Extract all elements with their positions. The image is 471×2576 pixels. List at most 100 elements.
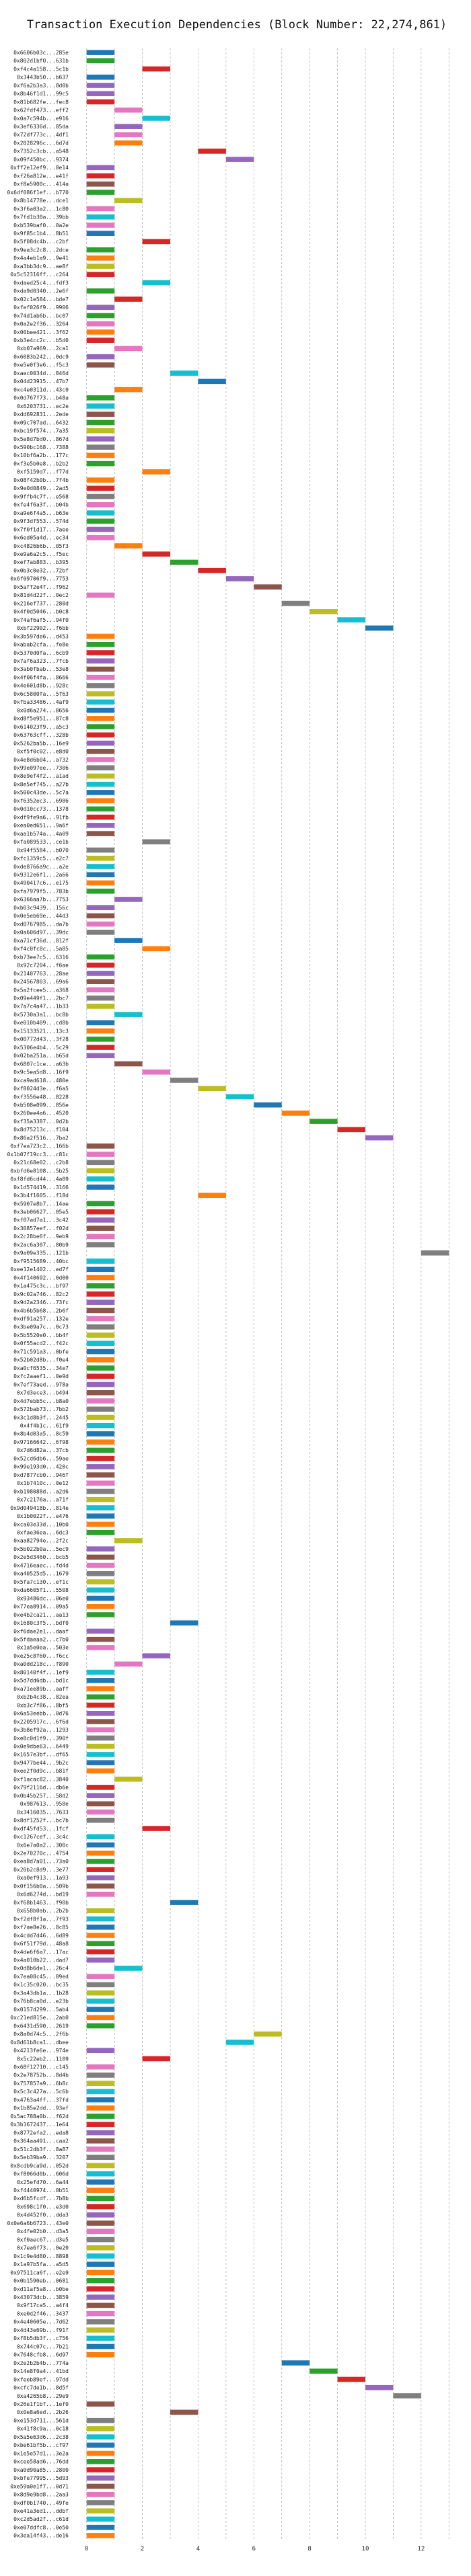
tx-hash-label: 0x3443b50...b637: [17, 75, 69, 81]
tx-hash-label: 0x00772d43...3f28: [13, 1037, 69, 1043]
chart-title: Transaction Execution Dependencies (Bloc…: [27, 18, 447, 32]
execution-bar: [86, 2105, 115, 2111]
execution-bar: [86, 2048, 115, 2054]
tx-hash-label: 0xca9ad618...480e: [13, 1078, 69, 1084]
execution-bar: [86, 2302, 115, 2308]
tx-hash-label: 0x09c707ad...6432: [13, 419, 69, 426]
execution-bar: [142, 239, 170, 245]
execution-bar: [86, 436, 115, 442]
execution-bar: [86, 2459, 115, 2464]
tx-hash-label: 0x20b2c8d9...3e77: [13, 1867, 69, 1873]
execution-bar: [86, 526, 115, 532]
execution-bar: [86, 732, 115, 738]
tx-hash-label: 0x0b1590eb...0681: [13, 2278, 69, 2284]
execution-bar: [142, 2056, 170, 2062]
execution-bar: [86, 165, 115, 171]
tx-hash-label: 0x4f4b1c...61f9: [20, 1422, 69, 1428]
x-tick-label: 10: [362, 2546, 369, 2552]
tx-hash-label: 0xe0d2f46...3437: [17, 2310, 69, 2317]
tx-hash-label: 0xfeeb89ef...97dd: [13, 2376, 69, 2382]
execution-bar: [86, 2245, 115, 2251]
tx-hash-label: 0xf4c0fc8c...5a85: [13, 946, 69, 952]
execution-bar: [86, 2155, 115, 2161]
tx-hash-label: 0x86a2f516...7ba2: [13, 1135, 69, 1141]
execution-bar: [86, 1924, 115, 1930]
execution-bar: [86, 2007, 115, 2012]
execution-bar: [86, 1496, 115, 1502]
tx-hash-label: 0x364aa491...caa2: [13, 2138, 69, 2144]
tx-hash-label: 0x74d1ab6b...bc07: [13, 313, 69, 319]
execution-bar: [114, 1776, 143, 1782]
tx-hash-label: 0x590bc168...7388: [13, 444, 69, 450]
execution-bar: [86, 182, 115, 187]
x-tick-label: 4: [196, 2546, 200, 2552]
tx-hash-label: 0xee2f0d9c...b81f: [13, 1768, 69, 1774]
execution-bar: [86, 2023, 115, 2029]
execution-bar: [86, 502, 115, 508]
tx-hash-label: 0x0a7c594b...e916: [13, 116, 69, 122]
tx-hash-label: 0x0b45b257...58d2: [13, 1793, 69, 1799]
execution-bar: [86, 806, 115, 812]
execution-bar: [86, 1603, 115, 1609]
tx-hash-label: 0x5d7dd6db...bd1c: [13, 1678, 69, 1684]
execution-bar: [198, 149, 226, 154]
tx-hash-label: 0x6ed05a4d...ec34: [13, 535, 69, 541]
execution-bar: [198, 378, 226, 385]
execution-bar: [86, 913, 115, 919]
tx-hash-label: 0x4f140692...0d00: [13, 1275, 69, 1281]
tx-hash-label: 0x1b07f19cc3...c81c: [7, 1152, 69, 1158]
tx-hash-label: 0xabab2cfa...fe8e: [13, 642, 69, 648]
tx-hash-label: 0xe4b2ca21...aa13: [13, 1612, 69, 1618]
execution-bar: [86, 2212, 115, 2218]
tx-hash-label: 0xf8e5900c...414a: [13, 182, 69, 188]
tx-hash-label: 0xf6dae2e1...daaf: [13, 1628, 69, 1634]
tx-hash-label: 0xc2d5ad2f...c61d: [13, 2516, 69, 2522]
execution-bar: [86, 1645, 115, 1650]
execution-bar: [86, 1612, 115, 1617]
execution-bar: [86, 2491, 115, 2497]
tx-hash-label: 0x1c9e4d80...8898: [13, 2253, 69, 2259]
execution-bar: [225, 1094, 254, 1100]
tx-hash-label: 0xfc2aaef1...0e9d: [13, 1373, 69, 1379]
tx-hash-label: 0xf6a2b3a3...8d0b: [13, 83, 69, 89]
execution-bar: [86, 2081, 115, 2086]
tx-hash-label: 0x21c68e02...c2b8: [13, 1160, 69, 1166]
tx-hash-label: 0x4d7ebb5c...b8a0: [13, 1398, 69, 1404]
execution-bar: [86, 2072, 115, 2078]
tx-hash-label: 0xb3c7f86...8bf5: [17, 1702, 69, 1708]
execution-bar: [86, 272, 115, 278]
execution-bar: [86, 1283, 115, 1289]
tx-hash-label: 0xf7ea723c2...166b: [10, 1143, 69, 1150]
execution-bar: [86, 1258, 115, 1264]
execution-bar: [86, 921, 115, 927]
tx-hash-label: 0x72df773c...4df1: [13, 132, 69, 138]
tx-hash-label: 0x25efd70...6a44: [17, 2179, 69, 2185]
execution-bar: [86, 699, 115, 705]
execution-bar: [86, 1529, 115, 1535]
execution-bar: [86, 1957, 115, 1963]
tx-hash-label: 0x5aff2e4f...f962: [13, 584, 69, 590]
execution-bar: [86, 2475, 115, 2481]
execution-bar: [86, 1357, 115, 1363]
execution-bar: [86, 1892, 115, 1897]
execution-bar: [86, 1842, 115, 1848]
tx-hash-label: 0xf35a3387...0d2b: [13, 1119, 69, 1125]
tx-hash-label: 0xf6352ec3...6986: [13, 798, 69, 804]
execution-bar: [86, 264, 115, 269]
execution-bar: [86, 1275, 115, 1281]
tx-hash-label: 0x4fe02b0...d3a5: [17, 2228, 69, 2235]
tx-hash-label: 0xf0aec67...d3e5: [17, 2237, 69, 2243]
execution-bar: [86, 1562, 115, 1568]
execution-bar: [310, 609, 338, 614]
execution-bar: [142, 1826, 170, 1831]
tx-hash-label: 0x6606b03c...285e: [13, 50, 69, 56]
tx-hash-label: 0xfa089533...ce1b: [13, 839, 69, 845]
tx-hash-label: 0x5730a3a1...bc8b: [13, 1012, 69, 1018]
execution-bar: [86, 493, 115, 499]
execution-bar: [86, 1628, 115, 1634]
execution-bar: [86, 1505, 115, 1511]
tx-hash-label: 0xf9515689...40bc: [13, 1258, 69, 1264]
tx-hash-label: 0x490417c6...e175: [13, 880, 69, 886]
tx-hash-label: 0x94f5584...b070: [17, 847, 69, 853]
tx-hash-label: 0xf1acac82...3840: [13, 1776, 69, 1782]
